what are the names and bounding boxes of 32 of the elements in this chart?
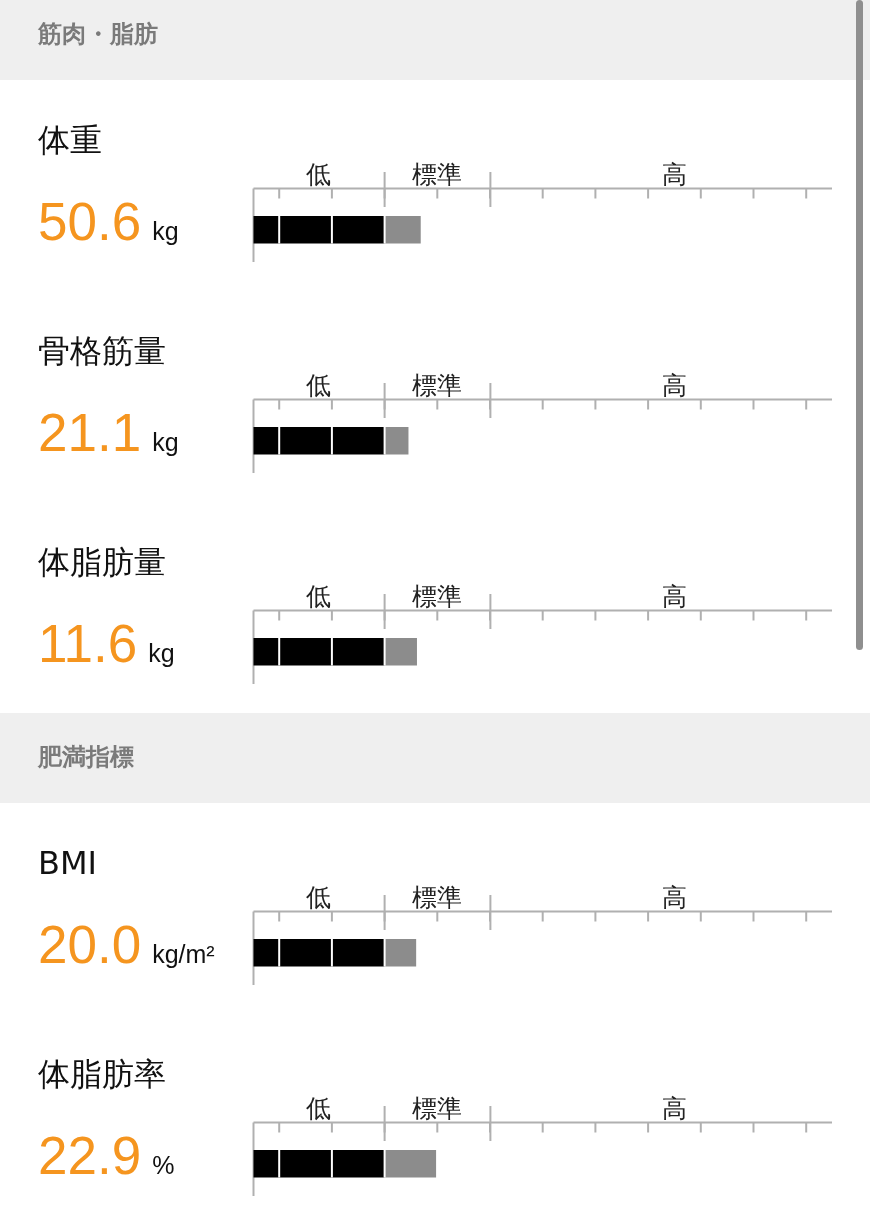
text: 標準: [412, 159, 462, 188]
text: 体脂肪量: [38, 543, 166, 581]
text: 標準: [412, 882, 462, 911]
text: kg: [148, 639, 175, 667]
text: 高: [662, 159, 688, 188]
text: 低: [306, 882, 332, 911]
text: kg/m²: [152, 940, 215, 968]
text: 体脂肪率: [38, 1055, 166, 1093]
text: 11.6: [38, 614, 138, 673]
text: 20.0: [38, 915, 142, 974]
text: kg: [152, 217, 179, 245]
text: 高: [662, 1093, 688, 1122]
text: 高: [662, 370, 688, 399]
text: 低: [306, 159, 332, 188]
text: 体重: [38, 121, 102, 159]
text: 高: [662, 882, 688, 911]
text: 標準: [412, 370, 462, 399]
text: 21.1: [38, 403, 142, 462]
text: kg: [152, 428, 179, 456]
text: %: [152, 1151, 175, 1179]
text: 標準: [412, 581, 462, 610]
text: 低: [306, 581, 332, 610]
text: 50.6: [38, 192, 142, 251]
text: 肥満指標: [37, 743, 134, 771]
text: 標準: [412, 1093, 462, 1122]
text: 低: [306, 1093, 332, 1122]
text: 骨格筋量: [38, 332, 166, 370]
text: 筋肉・脂肪: [37, 20, 158, 48]
text: 低: [306, 370, 332, 399]
text: 高: [662, 581, 688, 610]
text: 22.9: [38, 1126, 142, 1185]
text: BMI: [38, 844, 97, 882]
